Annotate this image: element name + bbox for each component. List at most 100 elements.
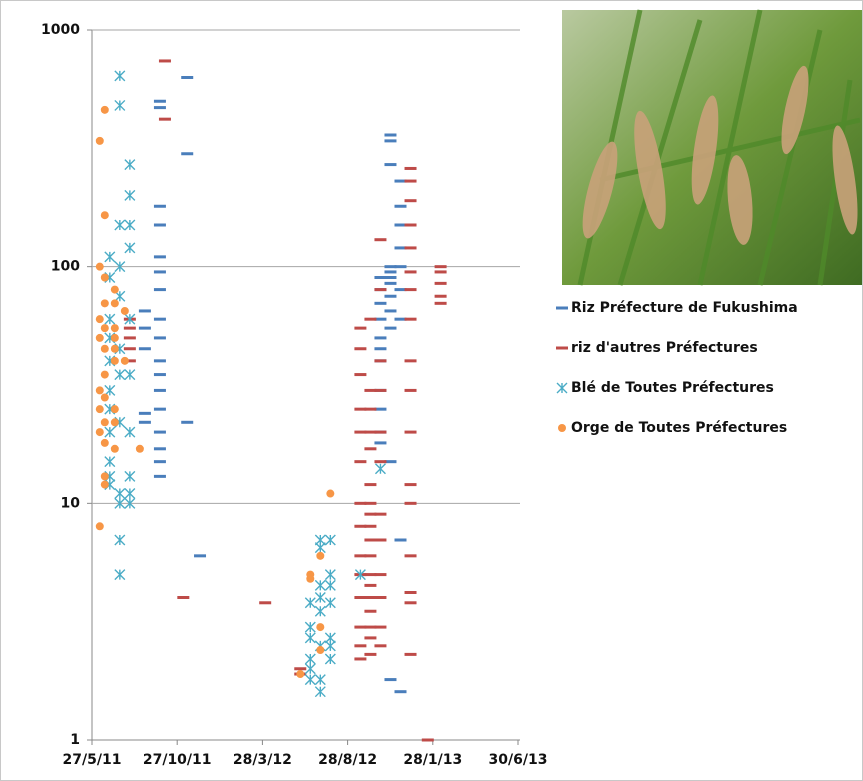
data-point xyxy=(104,426,116,438)
data-point xyxy=(314,605,326,617)
data-point xyxy=(324,597,336,609)
legend-label: Orge de Toutes Préfectures xyxy=(571,420,787,436)
data-point xyxy=(124,488,136,500)
data-point xyxy=(100,480,109,489)
data-point xyxy=(114,70,126,82)
data-point xyxy=(304,632,316,644)
data-point xyxy=(124,313,136,325)
data-point xyxy=(314,686,326,698)
data-point xyxy=(316,551,325,560)
legend-marker xyxy=(558,424,566,432)
data-point xyxy=(296,670,305,679)
data-point xyxy=(324,579,336,591)
data-point xyxy=(95,333,104,342)
data-point xyxy=(354,569,366,581)
data-point xyxy=(110,356,119,365)
data-point xyxy=(100,472,109,481)
data-point xyxy=(124,189,136,201)
data-point xyxy=(304,621,316,633)
data-point xyxy=(110,285,119,294)
legend-label: Riz Préfecture de Fukushima xyxy=(571,300,798,316)
data-point xyxy=(110,344,119,353)
data-point xyxy=(135,444,144,453)
data-point xyxy=(304,663,316,675)
data-point xyxy=(314,579,326,591)
data-point xyxy=(110,405,119,414)
legend-label: riz d'autres Préfectures xyxy=(571,340,758,356)
x-tick-label: 28/8/12 xyxy=(318,752,377,768)
data-point xyxy=(114,497,126,509)
data-point xyxy=(124,242,136,254)
data-point xyxy=(124,159,136,171)
data-point xyxy=(114,488,126,500)
data-point xyxy=(104,384,116,396)
y-tick-label: 100 xyxy=(51,259,80,275)
data-point xyxy=(100,273,109,282)
data-point xyxy=(114,219,126,231)
data-point xyxy=(95,136,104,145)
data-point xyxy=(114,569,126,581)
data-point xyxy=(110,299,119,308)
legend-marker xyxy=(556,382,568,394)
data-point xyxy=(304,597,316,609)
rice-photo xyxy=(562,9,862,286)
data-point xyxy=(95,315,104,324)
data-point xyxy=(374,463,386,475)
legend-label: Blé de Toutes Préfectures xyxy=(571,380,774,396)
data-point xyxy=(316,646,325,655)
data-point xyxy=(114,369,126,381)
data-point xyxy=(95,262,104,271)
data-point xyxy=(120,356,129,365)
x-tick-label: 30/6/13 xyxy=(489,752,548,768)
data-point xyxy=(324,534,336,546)
data-point xyxy=(124,497,136,509)
data-point xyxy=(95,522,104,531)
data-point xyxy=(95,405,104,414)
x-tick-label: 28/1/13 xyxy=(403,752,462,768)
data-point xyxy=(110,324,119,333)
data-point xyxy=(316,623,325,632)
x-tick-label: 27/10/11 xyxy=(143,752,212,768)
data-point xyxy=(100,105,109,114)
data-point xyxy=(95,428,104,437)
data-point xyxy=(100,393,109,402)
data-point xyxy=(124,470,136,482)
x-tick-label: 27/5/11 xyxy=(63,752,122,768)
data-point xyxy=(95,386,104,395)
data-point xyxy=(100,370,109,379)
data-point xyxy=(100,438,109,447)
data-point xyxy=(114,534,126,546)
data-point xyxy=(110,418,119,427)
data-point xyxy=(314,542,326,554)
data-point xyxy=(114,261,126,273)
data-point xyxy=(326,489,335,498)
y-tick-label: 10 xyxy=(61,495,81,511)
data-point xyxy=(324,640,336,652)
data-point xyxy=(104,251,116,263)
data-point xyxy=(104,456,116,468)
data-point xyxy=(314,674,326,686)
data-point xyxy=(324,569,336,581)
data-point xyxy=(110,444,119,453)
data-point xyxy=(100,299,109,308)
data-point xyxy=(124,369,136,381)
data-point xyxy=(114,99,126,111)
data-point xyxy=(100,418,109,427)
data-point xyxy=(124,219,136,231)
data-point xyxy=(104,313,116,325)
y-tick-label: 1 xyxy=(70,732,80,748)
data-point xyxy=(306,574,315,583)
y-tick-label: 1000 xyxy=(41,22,80,38)
data-point xyxy=(100,211,109,220)
data-point xyxy=(304,674,316,686)
data-point xyxy=(324,653,336,665)
data-point xyxy=(100,324,109,333)
data-point xyxy=(100,344,109,353)
data-point xyxy=(304,653,316,665)
data-point xyxy=(120,306,129,315)
data-point xyxy=(110,333,119,342)
data-point xyxy=(124,426,136,438)
data-point xyxy=(314,592,326,604)
